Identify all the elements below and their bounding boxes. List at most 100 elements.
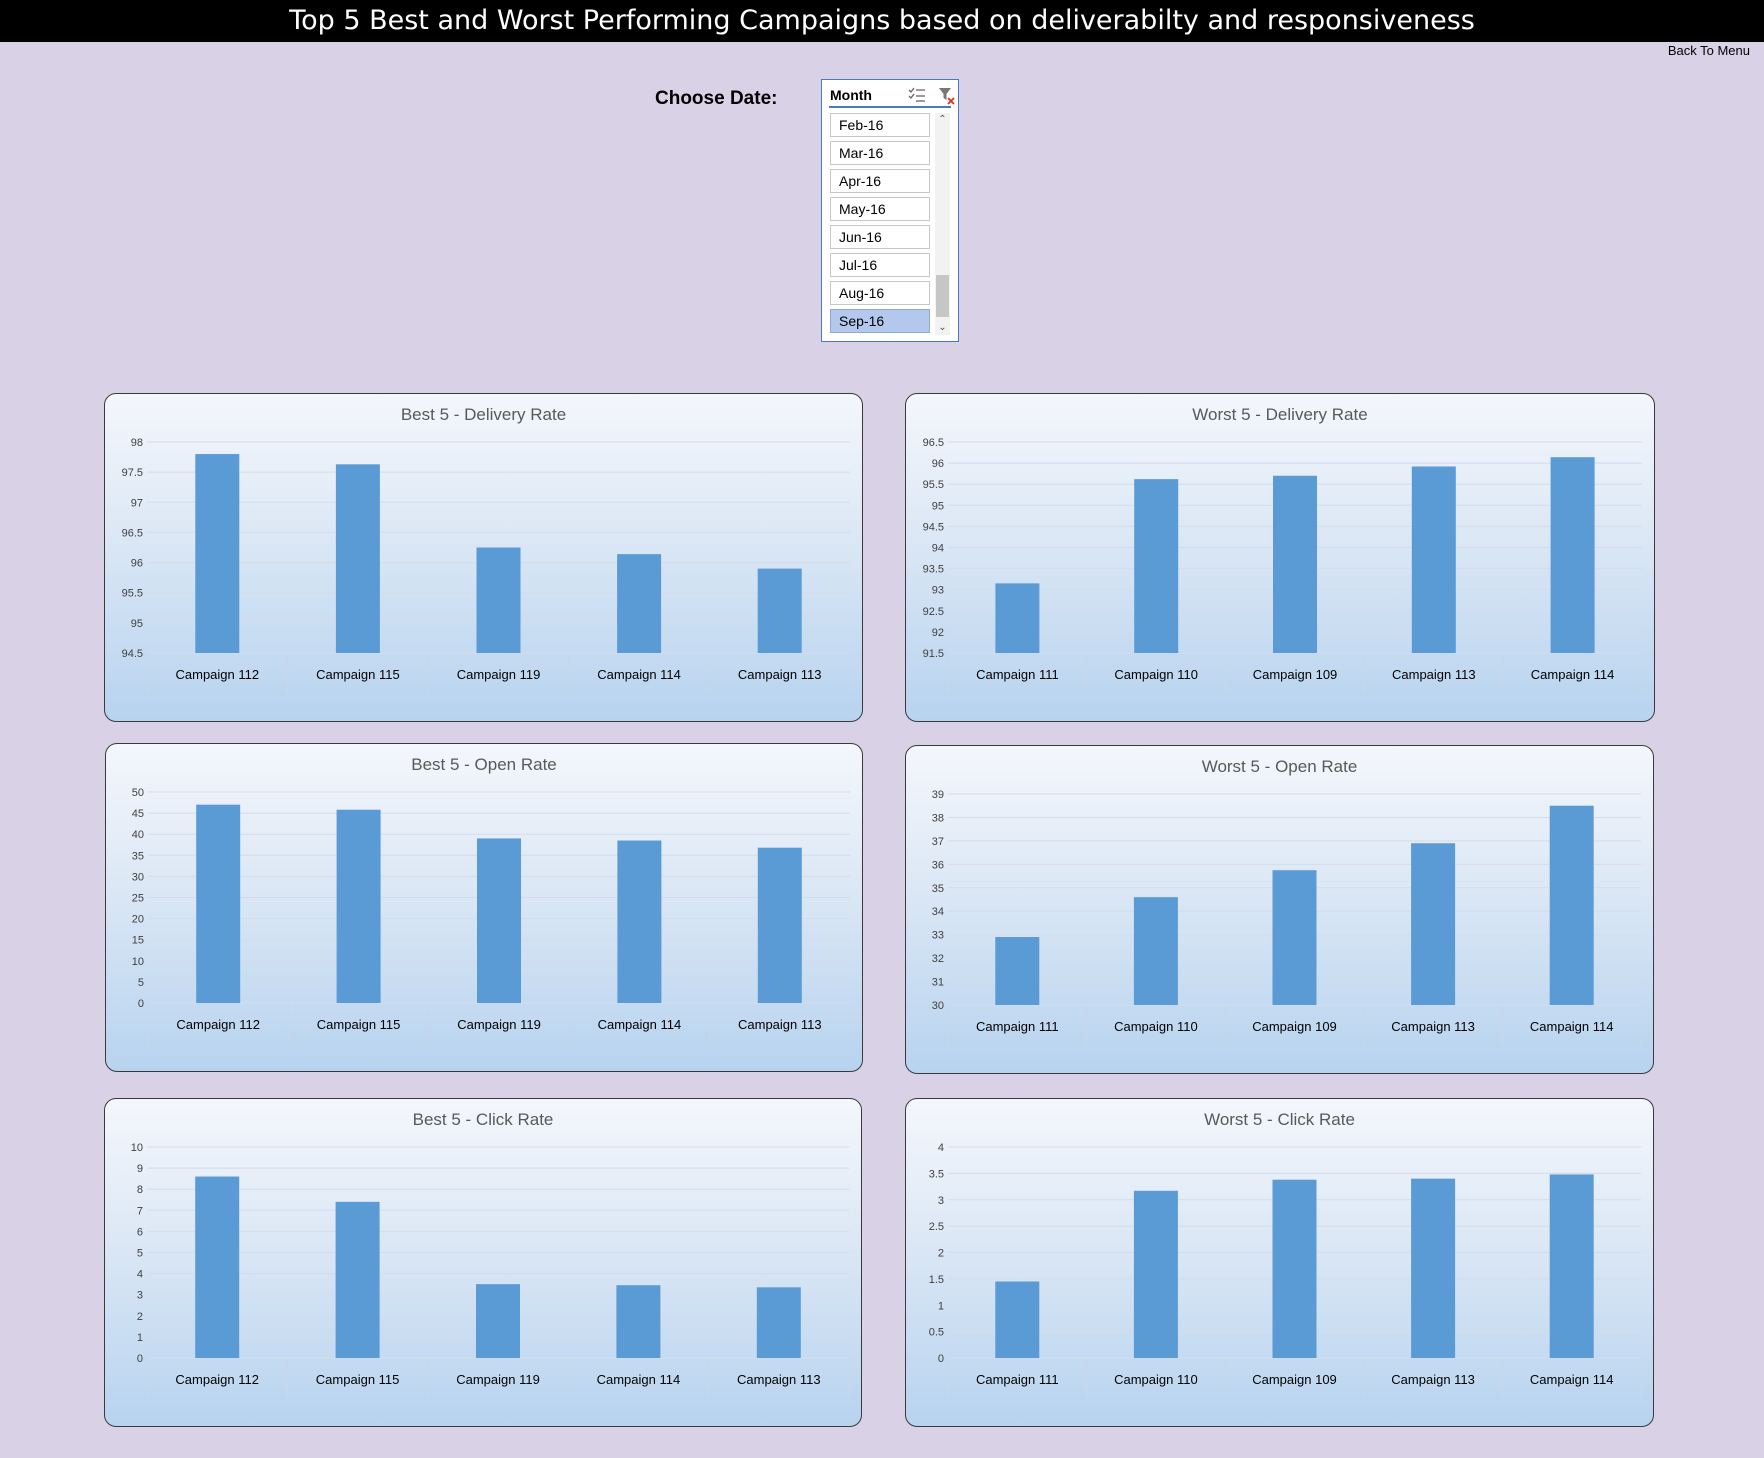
slicer-item-may-16[interactable]: May-16 bbox=[830, 197, 930, 221]
x-category-label: Campaign 110 bbox=[1114, 1372, 1198, 1387]
bar bbox=[1549, 805, 1594, 1005]
y-tick-label: 96 bbox=[932, 458, 944, 470]
multi-select-icon[interactable] bbox=[908, 87, 926, 103]
bar bbox=[335, 1201, 380, 1358]
y-tick-label: 93 bbox=[932, 585, 944, 597]
x-category-label: Campaign 115 bbox=[316, 1372, 400, 1387]
bar bbox=[1273, 475, 1317, 653]
chart-title: Worst 5 - Delivery Rate bbox=[1192, 405, 1368, 424]
x-category-label: Campaign 109 bbox=[1252, 1019, 1337, 1034]
y-tick-label: 96 bbox=[131, 558, 143, 570]
bar bbox=[195, 454, 240, 653]
y-tick-label: 31 bbox=[932, 977, 944, 989]
back-to-menu-link[interactable]: Back To Menu bbox=[1667, 43, 1750, 58]
y-tick-label: 35 bbox=[932, 883, 944, 895]
x-category-label: Campaign 109 bbox=[1252, 1372, 1337, 1387]
x-category-label: Campaign 115 bbox=[316, 667, 400, 682]
worst-delivery-rate-chart: Worst 5 - Delivery Rate 91.5 92 92.5 93 93.5… bbox=[905, 393, 1655, 722]
y-tick-label: 2.5 bbox=[929, 1221, 944, 1233]
bar bbox=[616, 1285, 661, 1358]
chart-plot: 91.5 92 92.5 93 93.5 94 94.5 95 95.5 96 96.5 Campai… bbox=[923, 437, 1643, 693]
bar bbox=[336, 809, 381, 1003]
y-tick-label: 96.5 bbox=[923, 437, 944, 449]
x-category-label: Campaign 110 bbox=[1114, 667, 1198, 682]
slicer-item-jun-16[interactable]: Jun-16 bbox=[830, 225, 930, 249]
y-tick-label: 30 bbox=[132, 871, 144, 883]
x-category-label: Campaign 114 bbox=[598, 1017, 682, 1032]
chart-plot: 30 31 32 33 34 35 36 37 38 39 Campaign 111 Campaign… bbox=[932, 789, 1642, 1045]
bar bbox=[617, 554, 662, 653]
x-category-label: Campaign 111 bbox=[976, 1372, 1059, 1387]
x-category-label: Campaign 115 bbox=[317, 1017, 401, 1032]
x-category-label: Campaign 114 bbox=[1531, 667, 1615, 682]
bar bbox=[195, 1176, 240, 1358]
y-tick-label: 0 bbox=[938, 1353, 944, 1365]
bar bbox=[756, 1287, 801, 1358]
chart-title: Best 5 - Click Rate bbox=[412, 1110, 554, 1129]
bar bbox=[476, 1284, 520, 1358]
bar bbox=[757, 568, 802, 653]
y-tick-label: 95 bbox=[932, 500, 944, 512]
y-tick-label: 0.5 bbox=[929, 1327, 944, 1339]
scroll-up-icon[interactable]: ⌃ bbox=[938, 114, 947, 125]
slicer-item-aug-16[interactable]: Aug-16 bbox=[830, 281, 930, 305]
slicer-item-list: Feb-16 Mar-16 Apr-16 May-16 Jun-16 Jul-1… bbox=[830, 113, 930, 337]
y-tick-label: 98 bbox=[131, 437, 143, 449]
best-click-rate-chart: Best 5 - Click Rate 0 1 2 3 4 5 6 7 8 9 10 Campaign… bbox=[104, 1098, 862, 1427]
y-tick-label: 9 bbox=[137, 1163, 143, 1175]
y-tick-label: 94 bbox=[932, 543, 944, 555]
y-tick-label: 4 bbox=[938, 1142, 944, 1154]
y-tick-label: 15 bbox=[132, 935, 144, 947]
bar bbox=[995, 937, 1040, 1005]
worst-open-rate-chart: Worst 5 - Open Rate 30 31 32 33 34 35 36 37 38 39… bbox=[905, 745, 1654, 1074]
chart-title: Best 5 - Delivery Rate bbox=[400, 405, 567, 424]
bar bbox=[1133, 1190, 1178, 1358]
x-category-label: Campaign 111 bbox=[976, 667, 1059, 682]
y-tick-label: 33 bbox=[932, 930, 944, 942]
bar bbox=[995, 583, 1040, 653]
slicer-scrollbar[interactable]: ⌃ ⌄ bbox=[935, 113, 950, 335]
y-tick-label: 95.5 bbox=[122, 588, 143, 600]
slicer-item-jul-16[interactable]: Jul-16 bbox=[830, 253, 930, 277]
x-category-label: Campaign 113 bbox=[738, 1017, 822, 1032]
x-category-label: Campaign 113 bbox=[1392, 667, 1476, 682]
bar bbox=[1411, 466, 1456, 653]
x-category-label: Campaign 112 bbox=[176, 667, 260, 682]
y-tick-label: 50 bbox=[132, 787, 144, 799]
clear-filter-icon[interactable] bbox=[938, 87, 956, 105]
bar bbox=[1550, 457, 1595, 653]
x-category-label: Campaign 110 bbox=[1114, 1019, 1198, 1034]
y-tick-label: 6 bbox=[137, 1226, 143, 1238]
y-tick-label: 10 bbox=[131, 1142, 143, 1154]
scroll-down-icon[interactable]: ⌄ bbox=[938, 322, 947, 333]
x-category-label: Campaign 114 bbox=[597, 1372, 681, 1387]
y-tick-label: 2 bbox=[137, 1311, 143, 1323]
bar bbox=[1549, 1174, 1594, 1358]
y-tick-label: 2 bbox=[938, 1248, 944, 1260]
x-category-label: Campaign 112 bbox=[176, 1017, 260, 1032]
bar bbox=[757, 847, 802, 1003]
scroll-thumb[interactable] bbox=[936, 275, 949, 317]
slicer-item-feb-16[interactable]: Feb-16 bbox=[830, 113, 930, 137]
slicer-item-apr-16[interactable]: Apr-16 bbox=[830, 169, 930, 193]
choose-date-label: Choose Date: bbox=[655, 88, 778, 109]
y-tick-label: 30 bbox=[932, 1000, 944, 1012]
chart-title: Worst 5 - Click Rate bbox=[1204, 1110, 1355, 1129]
bar bbox=[196, 804, 241, 1003]
x-category-label: Campaign 114 bbox=[597, 667, 681, 682]
slicer-item-sep-16[interactable]: Sep-16 bbox=[830, 309, 930, 333]
chart-title: Best 5 - Open Rate bbox=[411, 755, 557, 774]
y-tick-label: 1 bbox=[938, 1300, 944, 1312]
y-tick-label: 39 bbox=[932, 789, 944, 801]
bar bbox=[1134, 479, 1179, 653]
y-tick-label: 10 bbox=[132, 956, 144, 968]
y-tick-label: 8 bbox=[137, 1184, 143, 1196]
y-tick-label: 94.5 bbox=[923, 521, 944, 533]
y-tick-label: 95 bbox=[131, 618, 143, 630]
slicer-item-mar-16[interactable]: Mar-16 bbox=[830, 141, 930, 165]
y-tick-label: 3.5 bbox=[929, 1168, 944, 1180]
y-tick-label: 92.5 bbox=[923, 606, 944, 618]
y-tick-label: 34 bbox=[932, 906, 944, 918]
y-tick-label: 40 bbox=[132, 829, 144, 841]
y-tick-label: 94.5 bbox=[122, 648, 143, 660]
